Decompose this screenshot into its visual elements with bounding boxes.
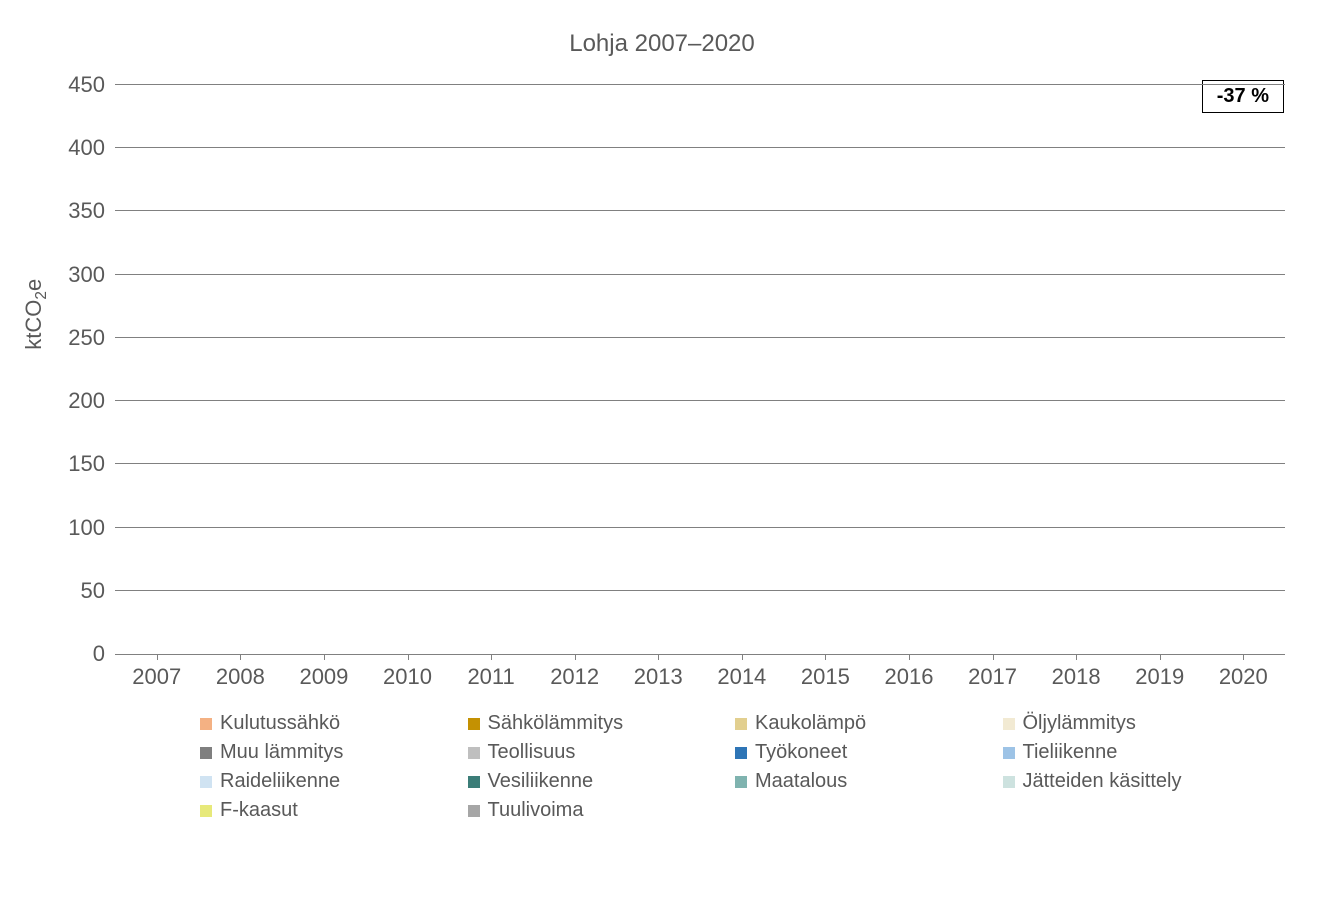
x-tick-label: 2019 (1135, 654, 1184, 690)
bar-slot: 2020 (1202, 85, 1286, 654)
gridline (115, 463, 1285, 464)
chart-title: Lohja 2007–2020 (20, 30, 1304, 58)
gridline (115, 527, 1285, 528)
legend-label: Työkoneet (755, 741, 847, 764)
legend-swatch (200, 805, 212, 817)
y-tick-label: 450 (55, 72, 115, 98)
x-tick-label: 2013 (634, 654, 683, 690)
gridline (115, 210, 1285, 211)
gridline (115, 274, 1285, 275)
x-tick-label: 2015 (801, 654, 850, 690)
legend-label: Tieliikenne (1023, 741, 1118, 764)
legend-swatch (1003, 776, 1015, 788)
x-tick-label: 2010 (383, 654, 432, 690)
legend-item-oljylammitys: Öljylämmitys (1003, 712, 1261, 735)
y-tick-label: 0 (55, 641, 115, 667)
x-tick-label: 2020 (1219, 654, 1268, 690)
legend-swatch (200, 747, 212, 759)
x-tick-label: 2008 (216, 654, 265, 690)
legend-item-sahkolammitys: Sähkölämmitys (468, 712, 726, 735)
y-tick-label: 300 (55, 262, 115, 288)
x-tick-label: 2014 (717, 654, 766, 690)
legend-item-kaukolampo: Kaukolämpö (735, 712, 993, 735)
legend-swatch (200, 776, 212, 788)
x-tick-label: 2007 (132, 654, 181, 690)
bar-slot: 2010 (366, 85, 450, 654)
legend-swatch (1003, 747, 1015, 759)
x-tick-label: 2009 (299, 654, 348, 690)
legend-item-kulutussahko: Kulutussähkö (200, 712, 458, 735)
legend-item-jatteet: Jätteiden käsittely (1003, 770, 1261, 793)
legend-item-teollisuus: Teollisuus (468, 741, 726, 764)
gridline (115, 337, 1285, 338)
legend-item-maatalous: Maatalous (735, 770, 993, 793)
x-tick-label: 2017 (968, 654, 1017, 690)
legend-label: F-kaasut (220, 799, 298, 822)
legend-swatch (468, 805, 480, 817)
bar-slot: 2019 (1118, 85, 1202, 654)
plot-area: 2007200820092010201120122013201420152016… (115, 85, 1285, 655)
y-tick-label: 50 (55, 578, 115, 604)
legend-swatch (468, 776, 480, 788)
legend-swatch (468, 747, 480, 759)
legend-label: Sähkölämmitys (488, 712, 624, 735)
legend-label: Raideliikenne (220, 770, 340, 793)
legend-label: Maatalous (755, 770, 847, 793)
legend-swatch (735, 776, 747, 788)
gridline (115, 147, 1285, 148)
legend-item-muu_lammitys: Muu lämmitys (200, 741, 458, 764)
x-tick-label: 2011 (467, 654, 514, 690)
legend-swatch (735, 747, 747, 759)
legend-label: Teollisuus (488, 741, 576, 764)
legend-label: Kulutussähkö (220, 712, 340, 735)
legend-swatch (468, 718, 480, 730)
bar-slot: 2011 (449, 85, 533, 654)
bar-slot: 2008 (199, 85, 283, 654)
gridline (115, 400, 1285, 401)
y-tick-label: 100 (55, 515, 115, 541)
y-axis-label: ktCO2e (21, 279, 51, 350)
x-tick-label: 2012 (550, 654, 599, 690)
legend-label: Tuulivoima (488, 799, 584, 822)
bar-slot: 2014 (700, 85, 784, 654)
legend-item-tuulivoima: Tuulivoima (468, 799, 726, 822)
x-tick-label: 2018 (1052, 654, 1101, 690)
legend-label: Öljylämmitys (1023, 712, 1136, 735)
x-tick-label: 2016 (885, 654, 934, 690)
legend-label: Jätteiden käsittely (1023, 770, 1182, 793)
legend-item-tieliikenne: Tieliikenne (1003, 741, 1261, 764)
legend-item-raideliikenne: Raideliikenne (200, 770, 458, 793)
legend-label: Kaukolämpö (755, 712, 866, 735)
bar-slot: 2012 (533, 85, 617, 654)
legend-label: Muu lämmitys (220, 741, 343, 764)
bar-slot: 2018 (1034, 85, 1118, 654)
bar-slot: 2015 (784, 85, 868, 654)
bar-slot: 2016 (867, 85, 951, 654)
bar-slot: 2013 (616, 85, 700, 654)
legend-item-fkaasut: F-kaasut (200, 799, 458, 822)
gridline (115, 590, 1285, 591)
bar-slot: 2009 (282, 85, 366, 654)
legend-item-tyokoneet: Työkoneet (735, 741, 993, 764)
y-tick-label: 250 (55, 325, 115, 351)
legend-swatch (200, 718, 212, 730)
y-tick-label: 350 (55, 198, 115, 224)
gridline (115, 84, 1285, 85)
bar-slot: 2007 (115, 85, 199, 654)
emissions-chart: Lohja 2007–2020 -37 % ktCO2e 20072008200… (20, 20, 1304, 892)
legend: Kulutussähkö Sähkölämmitys Kaukolämpö Öljyl… (200, 712, 1260, 822)
bar-slot: 2017 (951, 85, 1035, 654)
bars-container: 2007200820092010201120122013201420152016… (115, 85, 1285, 654)
legend-item-vesiliikenne: Vesiliikenne (468, 770, 726, 793)
y-tick-label: 150 (55, 451, 115, 477)
legend-label: Vesiliikenne (488, 770, 594, 793)
legend-swatch (735, 718, 747, 730)
legend-swatch (1003, 718, 1015, 730)
y-tick-label: 400 (55, 135, 115, 161)
y-tick-label: 200 (55, 388, 115, 414)
